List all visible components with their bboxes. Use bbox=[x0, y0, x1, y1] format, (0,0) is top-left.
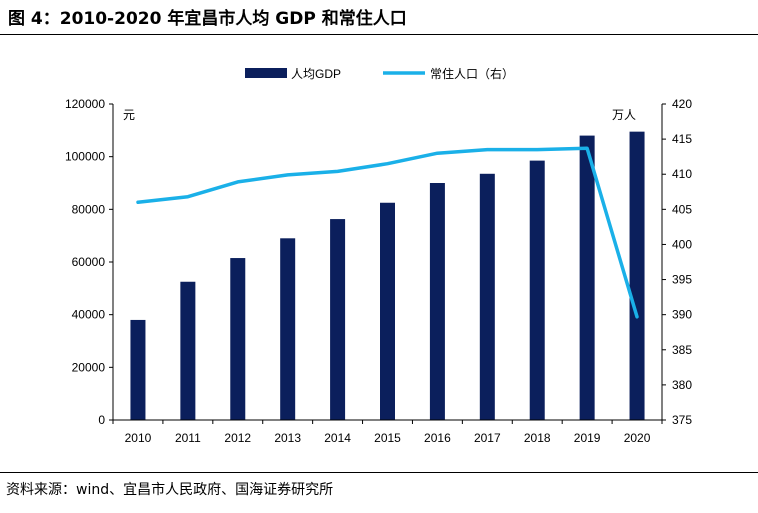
left-tick-label: 0 bbox=[98, 413, 105, 427]
bar-2020 bbox=[629, 131, 645, 420]
x-tick-label: 2013 bbox=[274, 431, 301, 445]
right-tick-label: 395 bbox=[672, 273, 692, 287]
left-tick-label: 100000 bbox=[65, 150, 105, 164]
left-tick-label: 40000 bbox=[72, 308, 106, 322]
left-axis-unit: 元 bbox=[123, 108, 135, 122]
left-tick-label: 120000 bbox=[65, 97, 105, 111]
bar-2015 bbox=[380, 202, 395, 420]
bar-2014 bbox=[330, 219, 346, 420]
x-tick-label: 2016 bbox=[424, 431, 451, 445]
right-tick-label: 410 bbox=[672, 167, 692, 181]
left-tick-label: 80000 bbox=[72, 202, 106, 216]
x-tick-label: 2010 bbox=[125, 431, 152, 445]
bar-2019 bbox=[579, 135, 595, 420]
bar-2010 bbox=[130, 319, 146, 420]
x-tick-label: 2014 bbox=[324, 431, 351, 445]
legend-swatch-gdp bbox=[245, 68, 287, 78]
bar-2018 bbox=[529, 160, 545, 420]
bar-2016 bbox=[429, 183, 445, 420]
right-tick-label: 420 bbox=[672, 97, 692, 111]
left-tick-label: 60000 bbox=[72, 255, 106, 269]
legend-label-gdp: 人均GDP bbox=[291, 67, 341, 81]
x-tick-label: 2012 bbox=[224, 431, 251, 445]
x-tick-label: 2015 bbox=[374, 431, 401, 445]
bar-2013 bbox=[280, 238, 296, 420]
right-tick-label: 400 bbox=[672, 237, 692, 251]
figure-title: 图 4：2010-2020 年宜昌市人均 GDP 和常住人口 bbox=[8, 9, 407, 29]
legend-label-population: 常住人口（右） bbox=[430, 66, 514, 81]
population-line bbox=[136, 146, 639, 319]
right-tick-label: 415 bbox=[672, 132, 692, 146]
x-tick-label: 2011 bbox=[175, 431, 201, 445]
right-tick-label: 405 bbox=[672, 202, 692, 216]
bar-2012 bbox=[230, 258, 246, 420]
x-tick-label: 2017 bbox=[474, 431, 501, 445]
right-tick-label: 390 bbox=[672, 308, 692, 322]
x-tick-label: 2018 bbox=[524, 431, 551, 445]
right-tick-label: 375 bbox=[672, 413, 692, 427]
chart: 0 20000 40000 60000 80000 100000 120000 375 380 3… bbox=[65, 66, 692, 445]
right-axis-unit: 万人 bbox=[612, 108, 636, 122]
right-tick-label: 380 bbox=[672, 378, 692, 392]
title-rule bbox=[0, 34, 758, 35]
source-note: 资料来源：wind、宜昌市人民政府、国海证券研究所 bbox=[6, 482, 334, 498]
source-rule bbox=[0, 472, 758, 473]
right-tick-label: 385 bbox=[672, 343, 692, 357]
bar-2011 bbox=[180, 281, 196, 420]
left-tick-label: 20000 bbox=[72, 360, 106, 374]
x-tick-label: 2020 bbox=[624, 431, 651, 445]
x-tick-label: 2019 bbox=[574, 431, 601, 445]
bar-2017 bbox=[479, 173, 495, 420]
